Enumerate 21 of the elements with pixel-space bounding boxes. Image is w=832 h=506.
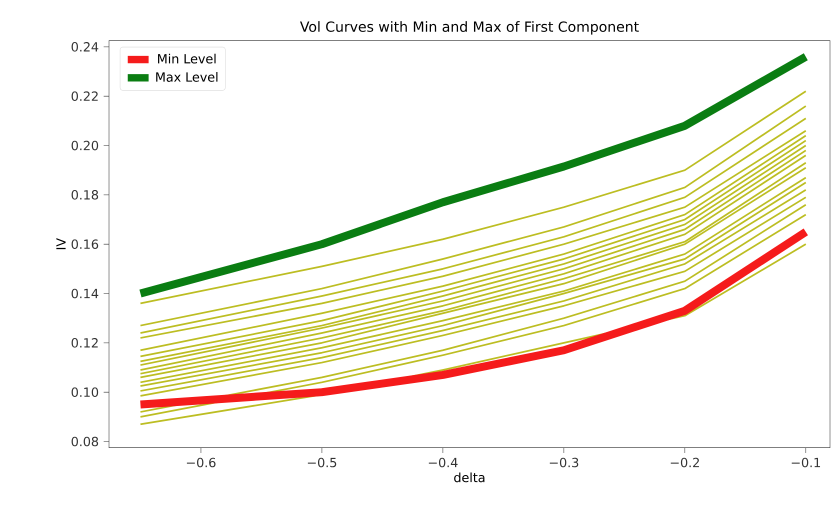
y-tick-label: 0.10: [72, 387, 98, 397]
y-tick-label: 0.18: [72, 190, 98, 200]
legend-label: Min Level: [158, 54, 216, 64]
y-tick-label: 0.14: [72, 288, 98, 298]
y-tick-label: 0.20: [72, 140, 98, 150]
x-tick-label: −0.2: [670, 458, 699, 468]
y-tick-label: 0.22: [72, 91, 98, 101]
y-tick-label: 0.12: [72, 338, 98, 348]
y-tick-label: 0.08: [72, 436, 98, 446]
legend-label: Max Level: [156, 72, 218, 82]
x-tick-label: −0.6: [186, 458, 216, 468]
chart-title: Vol Curves with Min and Max of First Component: [300, 21, 639, 35]
x-tick-label: −0.1: [792, 458, 820, 468]
y-tick-label: 0.24: [72, 42, 98, 52]
x-axis-title: delta: [454, 472, 484, 482]
y-axis-title: IV: [56, 238, 66, 250]
x-tick-label: −0.5: [308, 458, 336, 468]
y-tick-label: 0.16: [72, 239, 98, 249]
line-series: [140, 90, 807, 304]
x-tick-label: −0.3: [550, 458, 578, 468]
x-tick-label: −0.4: [428, 458, 458, 468]
